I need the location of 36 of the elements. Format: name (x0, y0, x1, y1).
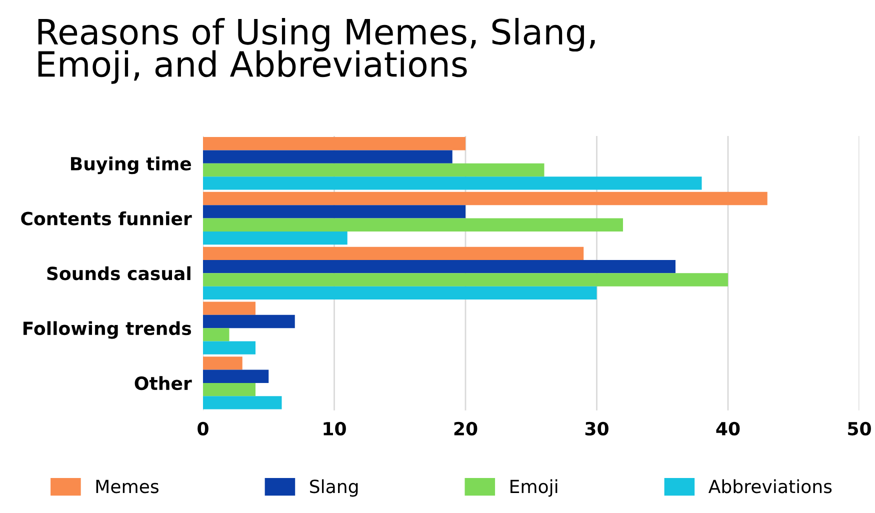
bar (203, 341, 256, 354)
bar (203, 150, 452, 164)
bar (203, 302, 256, 315)
bar (203, 137, 466, 150)
y-tick-label: Sounds casual (47, 266, 190, 280)
legend-label: Slang (310, 479, 358, 497)
x-tick-label: 0 (198, 422, 208, 436)
bar (203, 192, 768, 206)
bar (203, 356, 242, 370)
legend-label: Emoji (510, 479, 558, 497)
bar (203, 231, 348, 245)
y-tick-label: Following trends (24, 321, 192, 339)
legend-label: Memes (96, 480, 158, 494)
bar (203, 273, 728, 286)
y-tick-label: Buying time (71, 156, 192, 174)
bar (203, 260, 676, 274)
bar (203, 205, 466, 218)
bar (203, 246, 584, 260)
x-tick-label: 30 (585, 422, 608, 436)
bar (203, 163, 544, 177)
bar (203, 176, 702, 190)
bar (203, 286, 597, 300)
legend-label: Abbreviations (708, 479, 832, 494)
bar (203, 218, 623, 232)
x-tick-label: 10 (324, 422, 346, 436)
x-tick-label: 40 (716, 422, 740, 436)
y-tick-label: Contents funnier (21, 211, 192, 226)
bar (203, 328, 230, 342)
y-tick-label: Other (134, 376, 192, 390)
x-tick-label: 20 (454, 422, 478, 436)
x-tick-label: 50 (848, 422, 871, 436)
bar (203, 314, 295, 328)
bar (203, 396, 282, 410)
bar (203, 382, 256, 396)
chart-title: Reasons of Using Memes, Slang, Emoji, and Abbreviations (38, 18, 595, 84)
bar (203, 370, 269, 383)
